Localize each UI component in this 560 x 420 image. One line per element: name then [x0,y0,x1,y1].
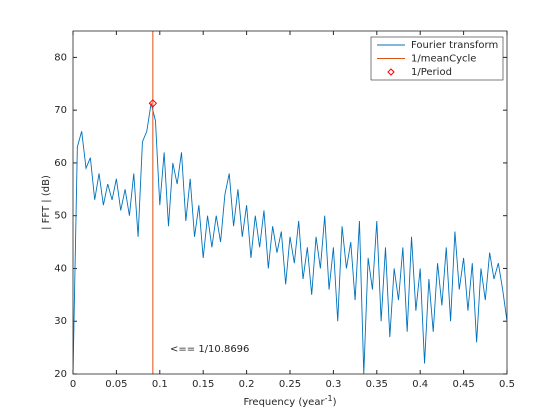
legend-label: Fourier transform [411,40,498,51]
x-tick-label: 0.3 [325,379,341,390]
x-tick-label: 0.25 [279,379,301,390]
y-tick-label: 50 [54,211,67,222]
annotation: <== 1/10.8696 [170,344,249,355]
x-tick-label: 0.5 [499,379,515,390]
y-tick-label: 20 [54,369,67,380]
x-tick-label: 0.15 [192,379,214,390]
period-marker [148,99,158,108]
y-tick-label: 60 [54,158,67,169]
x-tick-label: 0.05 [105,379,127,390]
y-tick-label: 40 [54,263,67,274]
x-label-text: Frequency (year [244,397,326,408]
x-tick-label: 0 [70,379,76,390]
x-label-sup: -1 [325,394,333,403]
y-tick-label: 80 [54,52,67,63]
legend-label: 1/meanCycle [411,54,476,65]
x-axis-label: Frequency (year-1) [244,394,337,409]
y-axis-label: | FFT | (dB) [41,175,52,230]
axes-box [72,30,508,375]
x-label-suffix: ) [333,397,337,408]
legend-label: 1/Period [411,67,452,78]
legend-symbol [387,68,395,76]
plot-content [73,31,507,374]
plot-area [73,31,507,374]
x-tick-label: 0.45 [452,379,474,390]
x-tick-label: 0.2 [239,379,255,390]
x-tick-label: 0.35 [366,379,388,390]
y-tick-label: 30 [54,316,67,327]
fft-line [73,103,507,374]
x-tick-label: 0.4 [412,379,428,390]
x-tick-label: 0.1 [152,379,168,390]
y-tick-label: 70 [54,105,67,116]
